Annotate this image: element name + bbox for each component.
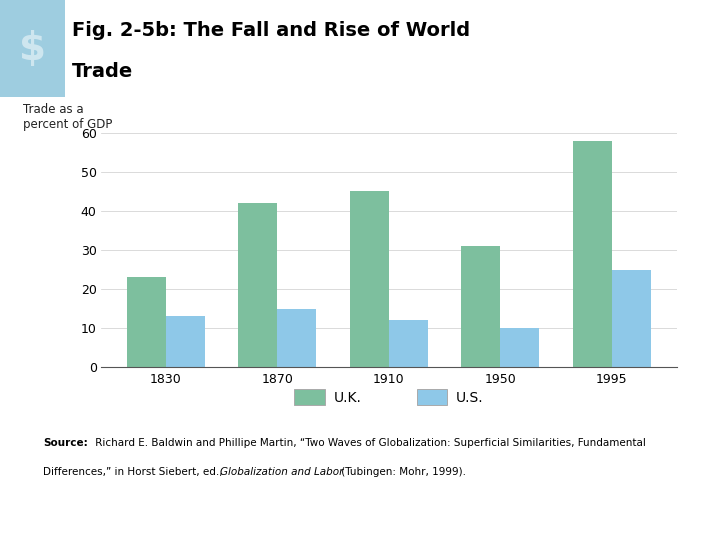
Bar [238, 203, 277, 367]
Legend: U.K., U.S.: U.K., U.S. [289, 383, 489, 410]
Bar [166, 316, 205, 367]
Text: Source:: Source: [43, 438, 88, 449]
Text: Fig. 2-5b: The Fall and Rise of World: Fig. 2-5b: The Fall and Rise of World [72, 22, 470, 40]
Text: (Tubingen: Mohr, 1999).: (Tubingen: Mohr, 1999). [338, 467, 467, 477]
FancyBboxPatch shape [0, 0, 65, 97]
Bar [127, 278, 166, 367]
Bar [389, 320, 428, 367]
Bar [350, 192, 389, 367]
Bar [611, 269, 651, 367]
Text: Differences,” in Horst Siebert, ed.,: Differences,” in Horst Siebert, ed., [43, 467, 226, 477]
Text: Richard E. Baldwin and Phillipe Martin, “Two Waves of Globalization: Superficial: Richard E. Baldwin and Phillipe Martin, … [92, 438, 646, 449]
Text: Copyright ©2015 Pearson Education, Inc.  All rights reserved.: Copyright ©2015 Pearson Education, Inc. … [14, 508, 359, 518]
Text: 2-19: 2-19 [680, 508, 706, 518]
Text: $: $ [19, 30, 46, 68]
Bar [277, 309, 316, 367]
Bar [572, 141, 611, 367]
Bar [500, 328, 539, 367]
Text: Trade: Trade [72, 62, 133, 81]
Text: Trade as a
percent of GDP: Trade as a percent of GDP [23, 103, 112, 131]
Text: Globalization and Labor: Globalization and Labor [220, 467, 343, 477]
Bar [462, 246, 500, 367]
